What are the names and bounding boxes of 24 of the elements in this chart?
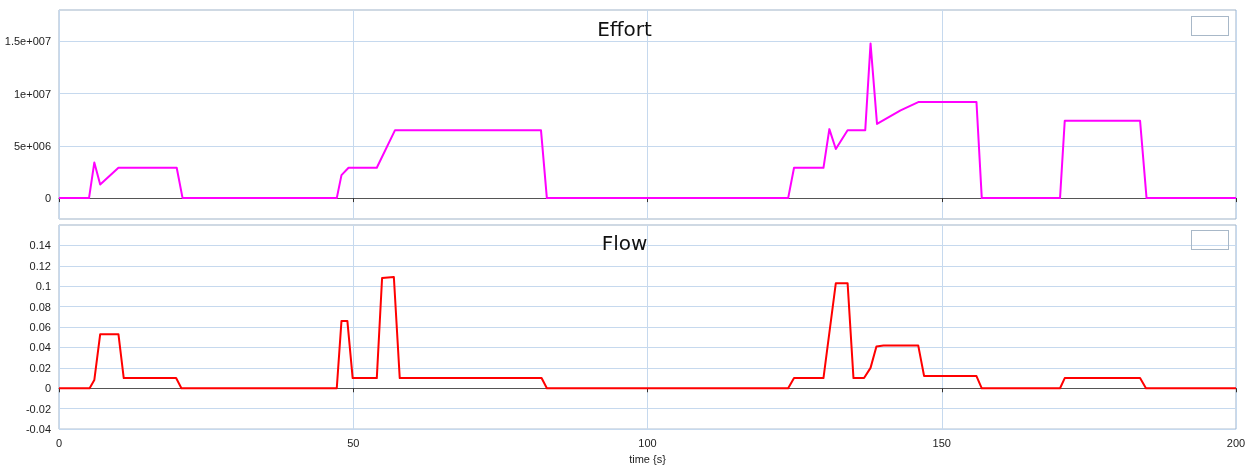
y-tick-label: 5e+006 bbox=[13, 139, 51, 152]
line-series bbox=[58, 42, 1237, 200]
y-tick-label: 1e+007 bbox=[13, 87, 51, 100]
x-tick-label: 100 bbox=[638, 436, 657, 449]
x-tick-label: 150 bbox=[932, 436, 951, 449]
y-tick-label: 0.12 bbox=[29, 259, 51, 272]
chart-title: Flow bbox=[601, 231, 648, 255]
chart-title: Effort bbox=[597, 17, 653, 41]
y-tick-label: 0 bbox=[44, 382, 51, 395]
x-tick-label: 50 bbox=[347, 436, 360, 449]
x-axis-title: time {s} bbox=[629, 452, 667, 465]
y-tick-label: 0.1 bbox=[35, 280, 51, 293]
y-tick-label: 0.08 bbox=[29, 300, 51, 313]
y-tick-label: 0.02 bbox=[29, 361, 51, 374]
y-tick-label: -0.04 bbox=[25, 423, 51, 436]
y-tick-label: 1.5e+007 bbox=[4, 35, 51, 48]
x-tick-label: 0 bbox=[55, 436, 63, 449]
y-tick-label: 0.06 bbox=[29, 321, 51, 334]
y-tick-label: 0.04 bbox=[29, 341, 51, 354]
y-tick-label: -0.02 bbox=[25, 402, 51, 415]
x-tick-label: 200 bbox=[1226, 436, 1246, 449]
y-tick-label: 0.14 bbox=[29, 239, 51, 252]
line-series bbox=[58, 276, 1237, 390]
y-tick-label: 0 bbox=[44, 192, 51, 205]
